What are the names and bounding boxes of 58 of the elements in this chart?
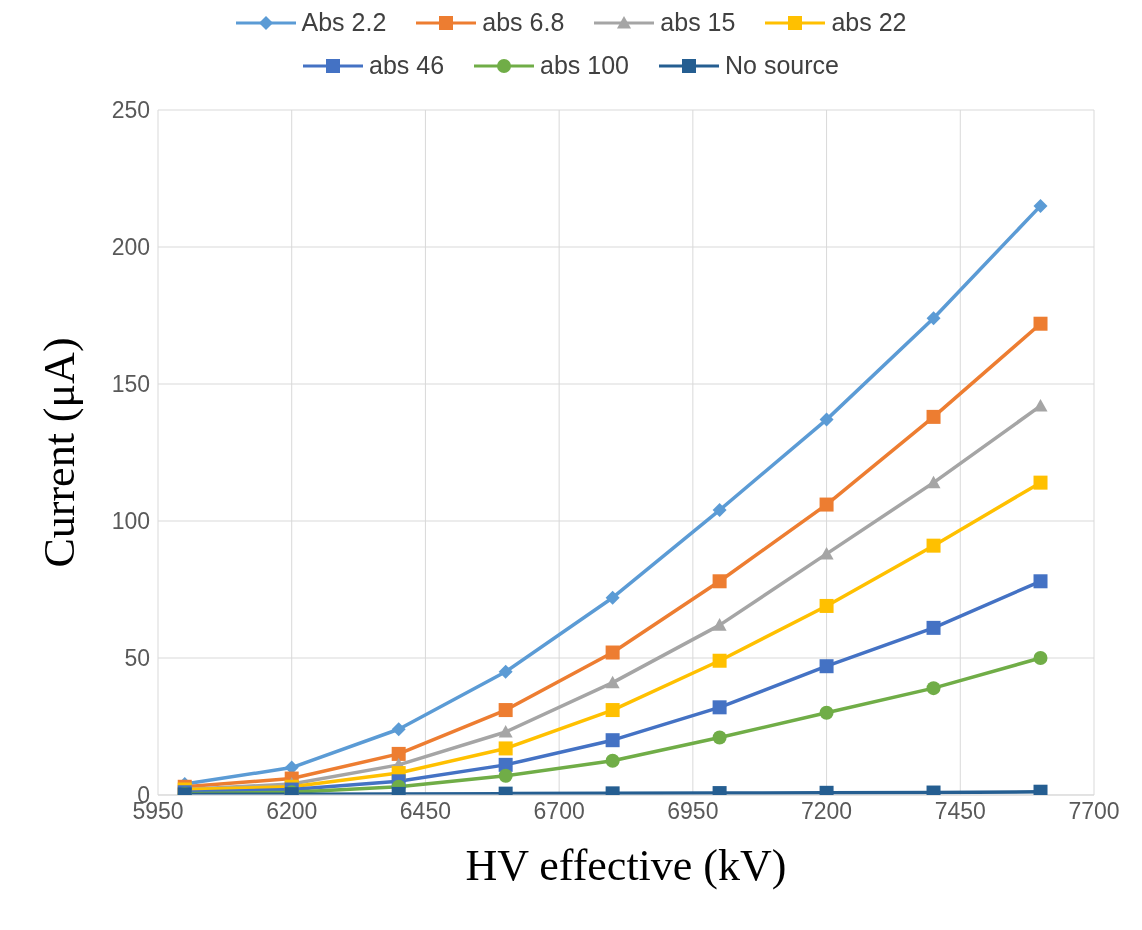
point — [605, 733, 620, 748]
point — [819, 546, 834, 560]
point — [1033, 316, 1048, 331]
point — [819, 705, 834, 720]
legend-label: abs 100 — [540, 51, 630, 80]
point — [926, 475, 941, 489]
point — [926, 620, 941, 635]
x-axis-title: HV effective (kV) — [465, 841, 787, 890]
point — [498, 768, 513, 783]
point — [712, 618, 727, 631]
y-tick-label: 150 — [111, 371, 150, 398]
y-tick-label: 50 — [124, 645, 150, 672]
legend-label: Abs 2.2 — [301, 8, 387, 37]
point — [926, 538, 941, 553]
point — [391, 746, 406, 761]
legend-label: abs 46 — [369, 51, 445, 80]
point — [712, 700, 727, 715]
point — [605, 645, 620, 660]
point — [1033, 198, 1048, 213]
point — [819, 659, 834, 674]
y-tick-label: 200 — [111, 234, 150, 261]
point — [498, 703, 513, 718]
point — [1033, 398, 1048, 412]
x-tick-label: 6950 — [667, 798, 719, 825]
legend-label: No source — [725, 51, 839, 80]
point — [498, 664, 513, 679]
x-tick-label: 6450 — [399, 798, 452, 825]
x-tick-label: 7200 — [800, 798, 853, 825]
point — [819, 412, 834, 427]
point — [498, 724, 513, 738]
point — [1033, 475, 1048, 490]
point — [926, 409, 941, 424]
point — [1033, 651, 1048, 665]
x-tick-label: 6200 — [266, 798, 318, 825]
point — [712, 653, 727, 668]
point — [605, 590, 620, 605]
point — [605, 753, 620, 768]
point — [926, 681, 941, 696]
x-tick-label: 6700 — [533, 798, 585, 825]
legend-label: abs 6.8 — [482, 8, 565, 37]
point — [926, 311, 941, 326]
point — [712, 574, 727, 589]
legend-label: abs 15 — [660, 8, 736, 37]
point — [498, 741, 513, 756]
legend-label: abs 22 — [831, 8, 907, 37]
point — [605, 675, 620, 689]
y-axis-title: Current (μA) — [34, 337, 84, 568]
point — [1033, 574, 1048, 589]
y-tick-label: 100 — [111, 508, 150, 535]
point — [819, 497, 834, 512]
y-tick-label: 250 — [111, 97, 150, 124]
point — [391, 722, 406, 737]
point — [712, 730, 727, 745]
point — [712, 503, 727, 518]
x-tick-label: 7450 — [934, 798, 986, 825]
point — [605, 703, 620, 718]
x-tick-label: 7700 — [1068, 798, 1120, 825]
point — [819, 598, 834, 613]
